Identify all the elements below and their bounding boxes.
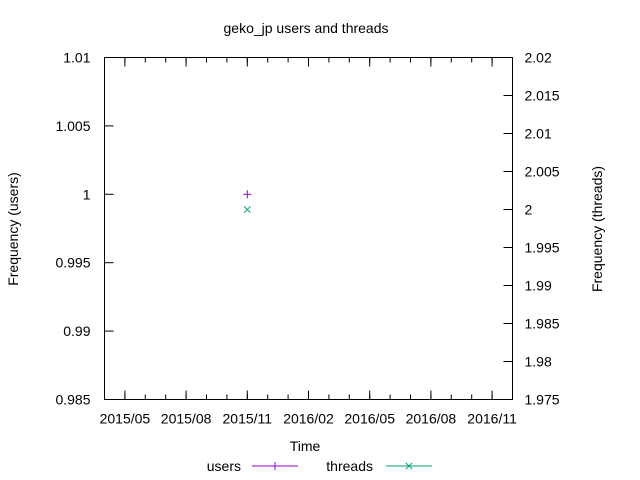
y-tick-label: 1.005 — [55, 118, 90, 134]
legend-marker — [405, 462, 413, 470]
legend-label: users — [207, 458, 241, 474]
y2-tick-label: 2.005 — [525, 164, 560, 180]
y2-tick-label: 1.99 — [525, 278, 552, 294]
x-tick-label: 2016/08 — [406, 411, 457, 427]
chart-title: geko_jp users and threads — [224, 20, 389, 36]
x-tick-label: 2015/05 — [100, 411, 151, 427]
data-points — [243, 190, 252, 214]
y-axis-left: 0.985 0.99 0.995 1 1.005 1.01 — [55, 50, 114, 408]
y2-axis-label: Frequency (threads) — [589, 166, 605, 292]
legend: users threads — [207, 458, 432, 474]
x-tick-label: 2016/11 — [467, 411, 517, 427]
y-tick-label: 1.01 — [63, 50, 90, 66]
y-tick-label: 1 — [83, 186, 91, 202]
x-axis-label: Time — [290, 438, 321, 454]
y2-tick-label: 2.02 — [525, 50, 552, 66]
point-threads — [243, 205, 251, 214]
x-axis: 2015/05 2015/08 2015/11 2016/02 2016/05 2016/… — [100, 57, 517, 427]
legend-item-users: users — [207, 458, 298, 474]
y2-tick-label: 1.985 — [525, 316, 560, 332]
y2-tick-label: 1.98 — [525, 354, 552, 370]
y-axis-label: Frequency (users) — [5, 172, 21, 286]
plot-area — [104, 57, 513, 400]
legend-item-threads: threads — [326, 458, 432, 474]
y2-tick-label: 2 — [525, 202, 533, 218]
x-tick-label: 2015/08 — [161, 411, 212, 427]
x-tick-label: 2016/02 — [283, 411, 334, 427]
y-axis-right: 1.975 1.98 1.985 1.99 1.995 2 2.005 2.01 2.015 2.… — [503, 50, 560, 408]
y2-tick-label: 2.015 — [525, 88, 560, 104]
y2-tick-label: 1.975 — [525, 392, 560, 408]
legend-marker — [271, 462, 279, 470]
point-users — [243, 190, 252, 199]
y-tick-label: 0.995 — [55, 255, 90, 271]
y2-tick-label: 1.995 — [525, 240, 560, 256]
legend-label: threads — [326, 458, 373, 474]
y2-tick-label: 2.01 — [525, 126, 552, 142]
y-tick-label: 0.985 — [55, 392, 90, 408]
x-tick-label: 2015/11 — [223, 411, 273, 427]
x-tick-label: 2016/05 — [344, 411, 395, 427]
y-tick-label: 0.99 — [63, 323, 90, 339]
